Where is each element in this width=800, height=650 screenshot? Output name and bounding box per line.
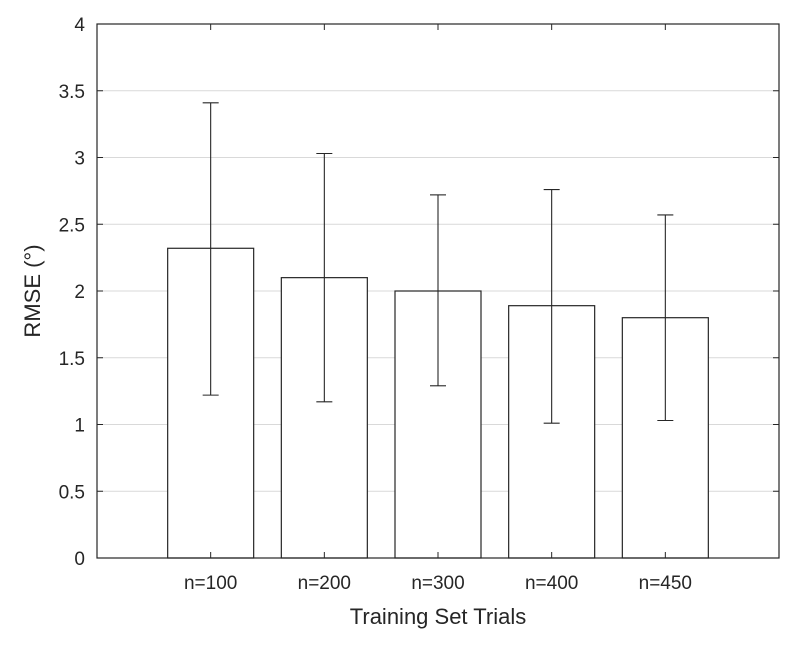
y-tick-label: 0.5 xyxy=(59,482,85,503)
y-tick-label: 1 xyxy=(74,416,85,437)
x-tick-label: n=450 xyxy=(639,573,692,594)
x-tick-label: n=200 xyxy=(298,573,351,594)
y-axis-ticks: 0 0.5 1 1.5 2 2.5 3 3.5 4 xyxy=(59,15,779,570)
y-tick-label: 0 xyxy=(74,549,85,570)
error-bars xyxy=(202,102,674,424)
y-tick-label: 2.5 xyxy=(59,215,85,236)
y-tick-label: 3.5 xyxy=(59,82,85,103)
y-tick-label: 1.5 xyxy=(59,349,85,370)
y-tick-label: 4 xyxy=(74,15,85,36)
y-axis-label: RMSE (°) xyxy=(20,244,45,337)
x-tick-label: n=100 xyxy=(184,573,237,594)
x-tick-label: n=300 xyxy=(411,573,464,594)
y-tick-label: 3 xyxy=(74,149,85,170)
y-tick-label: 2 xyxy=(74,282,85,303)
x-axis-ticks: n=100 n=200 n=300 n=400 n=450 xyxy=(184,24,692,594)
x-tick-label: n=400 xyxy=(525,573,578,594)
x-axis-label: Training Set Trials xyxy=(350,604,526,629)
